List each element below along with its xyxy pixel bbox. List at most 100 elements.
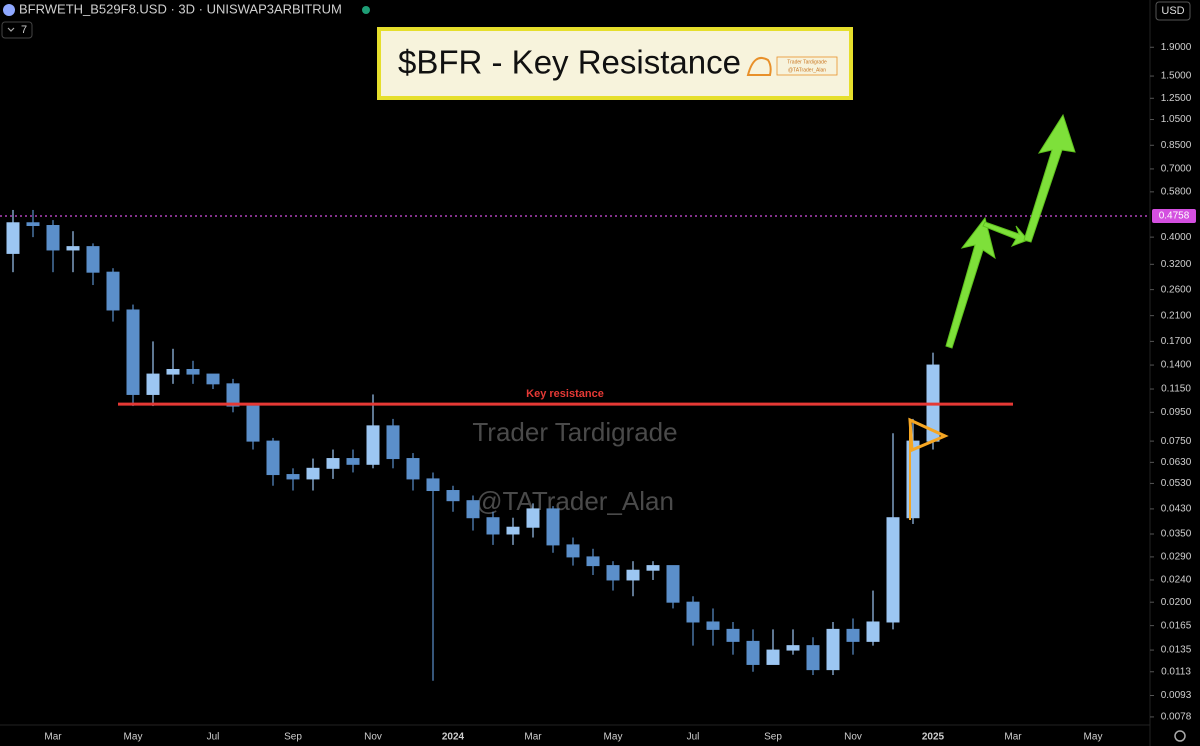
y-tick-label: 0.0078: [1161, 712, 1192, 723]
candle-body: [366, 425, 380, 465]
candle-body: [206, 373, 220, 385]
candle-body: [326, 458, 340, 469]
banner: [377, 27, 853, 100]
candle-body: [26, 222, 40, 227]
candle-body: [86, 246, 100, 273]
y-tick-label: 0.0430: [1161, 504, 1192, 515]
y-tick-label: 0.0165: [1161, 620, 1192, 631]
y-tick-label: 0.5800: [1161, 186, 1192, 197]
y-tick-label: 0.2600: [1161, 284, 1192, 295]
candle-body: [286, 474, 300, 480]
y-tick-label: 1.9000: [1161, 42, 1192, 53]
x-tick-label: Mar: [524, 732, 542, 743]
candle-body: [146, 373, 160, 395]
candle-body: [906, 440, 920, 519]
candle-body: [186, 368, 200, 375]
currency-label: USD: [1161, 5, 1184, 17]
currency-button[interactable]: [1155, 1, 1191, 21]
indicator-count: 7: [21, 24, 27, 36]
chevron: [7, 27, 15, 32]
y-tick-label: 0.0950: [1161, 407, 1192, 418]
candle-body: [786, 645, 800, 651]
y-tick-label: 0.0630: [1161, 457, 1192, 468]
x-tick-label: May: [604, 732, 623, 743]
y-tick-label: 1.2500: [1161, 93, 1192, 104]
candle-body: [406, 458, 420, 480]
x-tick-label: Nov: [364, 732, 382, 743]
y-tick-label: 1.5000: [1161, 71, 1192, 82]
y-tick-label: 0.2100: [1161, 310, 1192, 321]
candle-body: [506, 526, 520, 535]
candle-body: [226, 383, 240, 407]
logo-text: Trader Tardigrade: [787, 59, 827, 65]
candle-body: [166, 368, 180, 375]
candle-body: [546, 508, 560, 546]
candle-body: [126, 309, 140, 395]
y-tick-label: 0.4000: [1161, 232, 1192, 243]
banner-title: $BFR - Key Resistance: [398, 44, 741, 81]
settings-icon[interactable]: [1174, 730, 1186, 742]
candle-body: [586, 556, 600, 567]
logo-box: [776, 56, 838, 76]
y-tick-label: 0.1700: [1161, 336, 1192, 347]
candle-body: [346, 458, 360, 465]
candle-body: [466, 500, 480, 519]
arrow: [982, 221, 1029, 247]
logo-text: @TATrader_Alan: [788, 67, 826, 73]
symbol-title[interactable]: BFRWETH_B529F8.USD · 3D · UNISWAP3ARBITR…: [19, 1, 342, 16]
x-tick-label: May: [1084, 732, 1103, 743]
candle-body: [526, 508, 540, 528]
candle-body: [426, 478, 440, 492]
candle-body: [246, 405, 260, 442]
y-tick-label: 0.7000: [1161, 164, 1192, 175]
arrow: [1023, 113, 1076, 243]
candle-body: [826, 628, 840, 671]
x-tick-label: Jul: [687, 732, 700, 743]
candle-body: [446, 490, 460, 502]
forecast-arrows: [945, 113, 1076, 349]
candle-body: [386, 425, 400, 460]
price-line-label: 0.4758: [1159, 211, 1190, 222]
y-tick-label: 0.8500: [1161, 140, 1192, 151]
candle-body: [866, 621, 880, 642]
candle-body: [566, 544, 580, 558]
resistance-label: Key resistance: [526, 388, 604, 400]
watermark: Trader Tardigrade: [472, 417, 677, 447]
indicator-badge[interactable]: [1, 21, 33, 39]
x-tick-label: May: [124, 732, 143, 743]
candle-body: [626, 569, 640, 581]
status-dot: [362, 6, 370, 14]
y-tick-label: 0.3200: [1161, 259, 1192, 270]
x-tick-label: Nov: [844, 732, 862, 743]
candle-body: [726, 628, 740, 642]
x-tick-label: Jul: [207, 732, 220, 743]
y-tick-label: 0.0093: [1161, 690, 1192, 701]
y-tick-label: 0.0350: [1161, 529, 1192, 540]
candle-body: [266, 440, 280, 476]
plot: 1.9000 1.5000 1.2500 1.0500 0.8500 0.7000 0.58…: [0, 42, 1196, 743]
candle-body: [6, 222, 20, 254]
y-tick-label: 0.0113: [1161, 666, 1191, 677]
candle-body: [686, 601, 700, 623]
y-tick-label: 0.0200: [1161, 597, 1192, 608]
price-line-tag: [1152, 208, 1196, 223]
candle-body: [766, 649, 780, 665]
candle-body: [306, 467, 320, 480]
y-tick-label: 0.0290: [1161, 552, 1192, 563]
candle-body: [706, 621, 720, 630]
symbol-icon: [3, 4, 15, 16]
logo-icon: [746, 56, 772, 76]
candle-body: [806, 645, 820, 671]
watermark: @TATrader_Alan: [476, 486, 674, 516]
candle-body: [66, 246, 80, 251]
banner-logo: Trader Tardigrade @TATrader_Alan: [746, 56, 838, 76]
candle-body: [746, 640, 760, 665]
x-tick-label: 2024: [442, 732, 465, 743]
candle-body: [846, 628, 860, 642]
candle-body: [106, 271, 120, 311]
x-tick-label: 2025: [922, 732, 945, 743]
candle-body: [666, 565, 680, 603]
candle-body: [646, 565, 660, 571]
